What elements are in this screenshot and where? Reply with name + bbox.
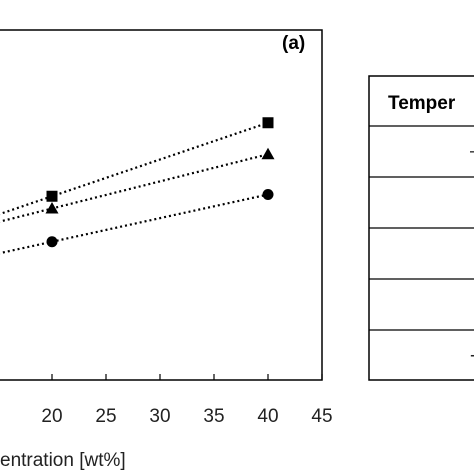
point-circle-40	[262, 189, 274, 200]
x-tick-label-35: 35	[203, 406, 224, 427]
legend-table-header: Temper	[388, 93, 456, 114]
x-axis-title: entration [wt%]	[0, 450, 126, 471]
point-triangle-20	[45, 202, 59, 214]
x-tick-label-40: 40	[257, 406, 278, 427]
x-axis-ticks: 20 25 30 35 40 45	[41, 374, 333, 427]
legend-table: Temper –-	[368, 75, 474, 381]
x-tick-label-25: 25	[95, 406, 116, 427]
legend-row-symbol-5: -	[470, 345, 474, 366]
x-tick-label-30: 30	[149, 406, 170, 427]
point-triangle-40	[261, 147, 275, 160]
plot-frame	[0, 29, 323, 381]
trendlines	[0, 121, 269, 255]
trendline-square	[0, 121, 269, 216]
point-circle-20	[46, 236, 58, 248]
data-markers	[45, 117, 275, 248]
trendline-triangle	[0, 153, 269, 223]
point-square-20	[46, 190, 58, 202]
panel-label: (a)	[282, 33, 305, 54]
trendline-circle	[0, 193, 269, 255]
legend-row-symbol-1: –	[470, 141, 474, 162]
legend-table-rows: –-	[369, 125, 474, 366]
x-tick-label-20: 20	[41, 406, 62, 427]
point-square-40	[262, 117, 274, 129]
x-tick-label-45: 45	[311, 406, 332, 427]
